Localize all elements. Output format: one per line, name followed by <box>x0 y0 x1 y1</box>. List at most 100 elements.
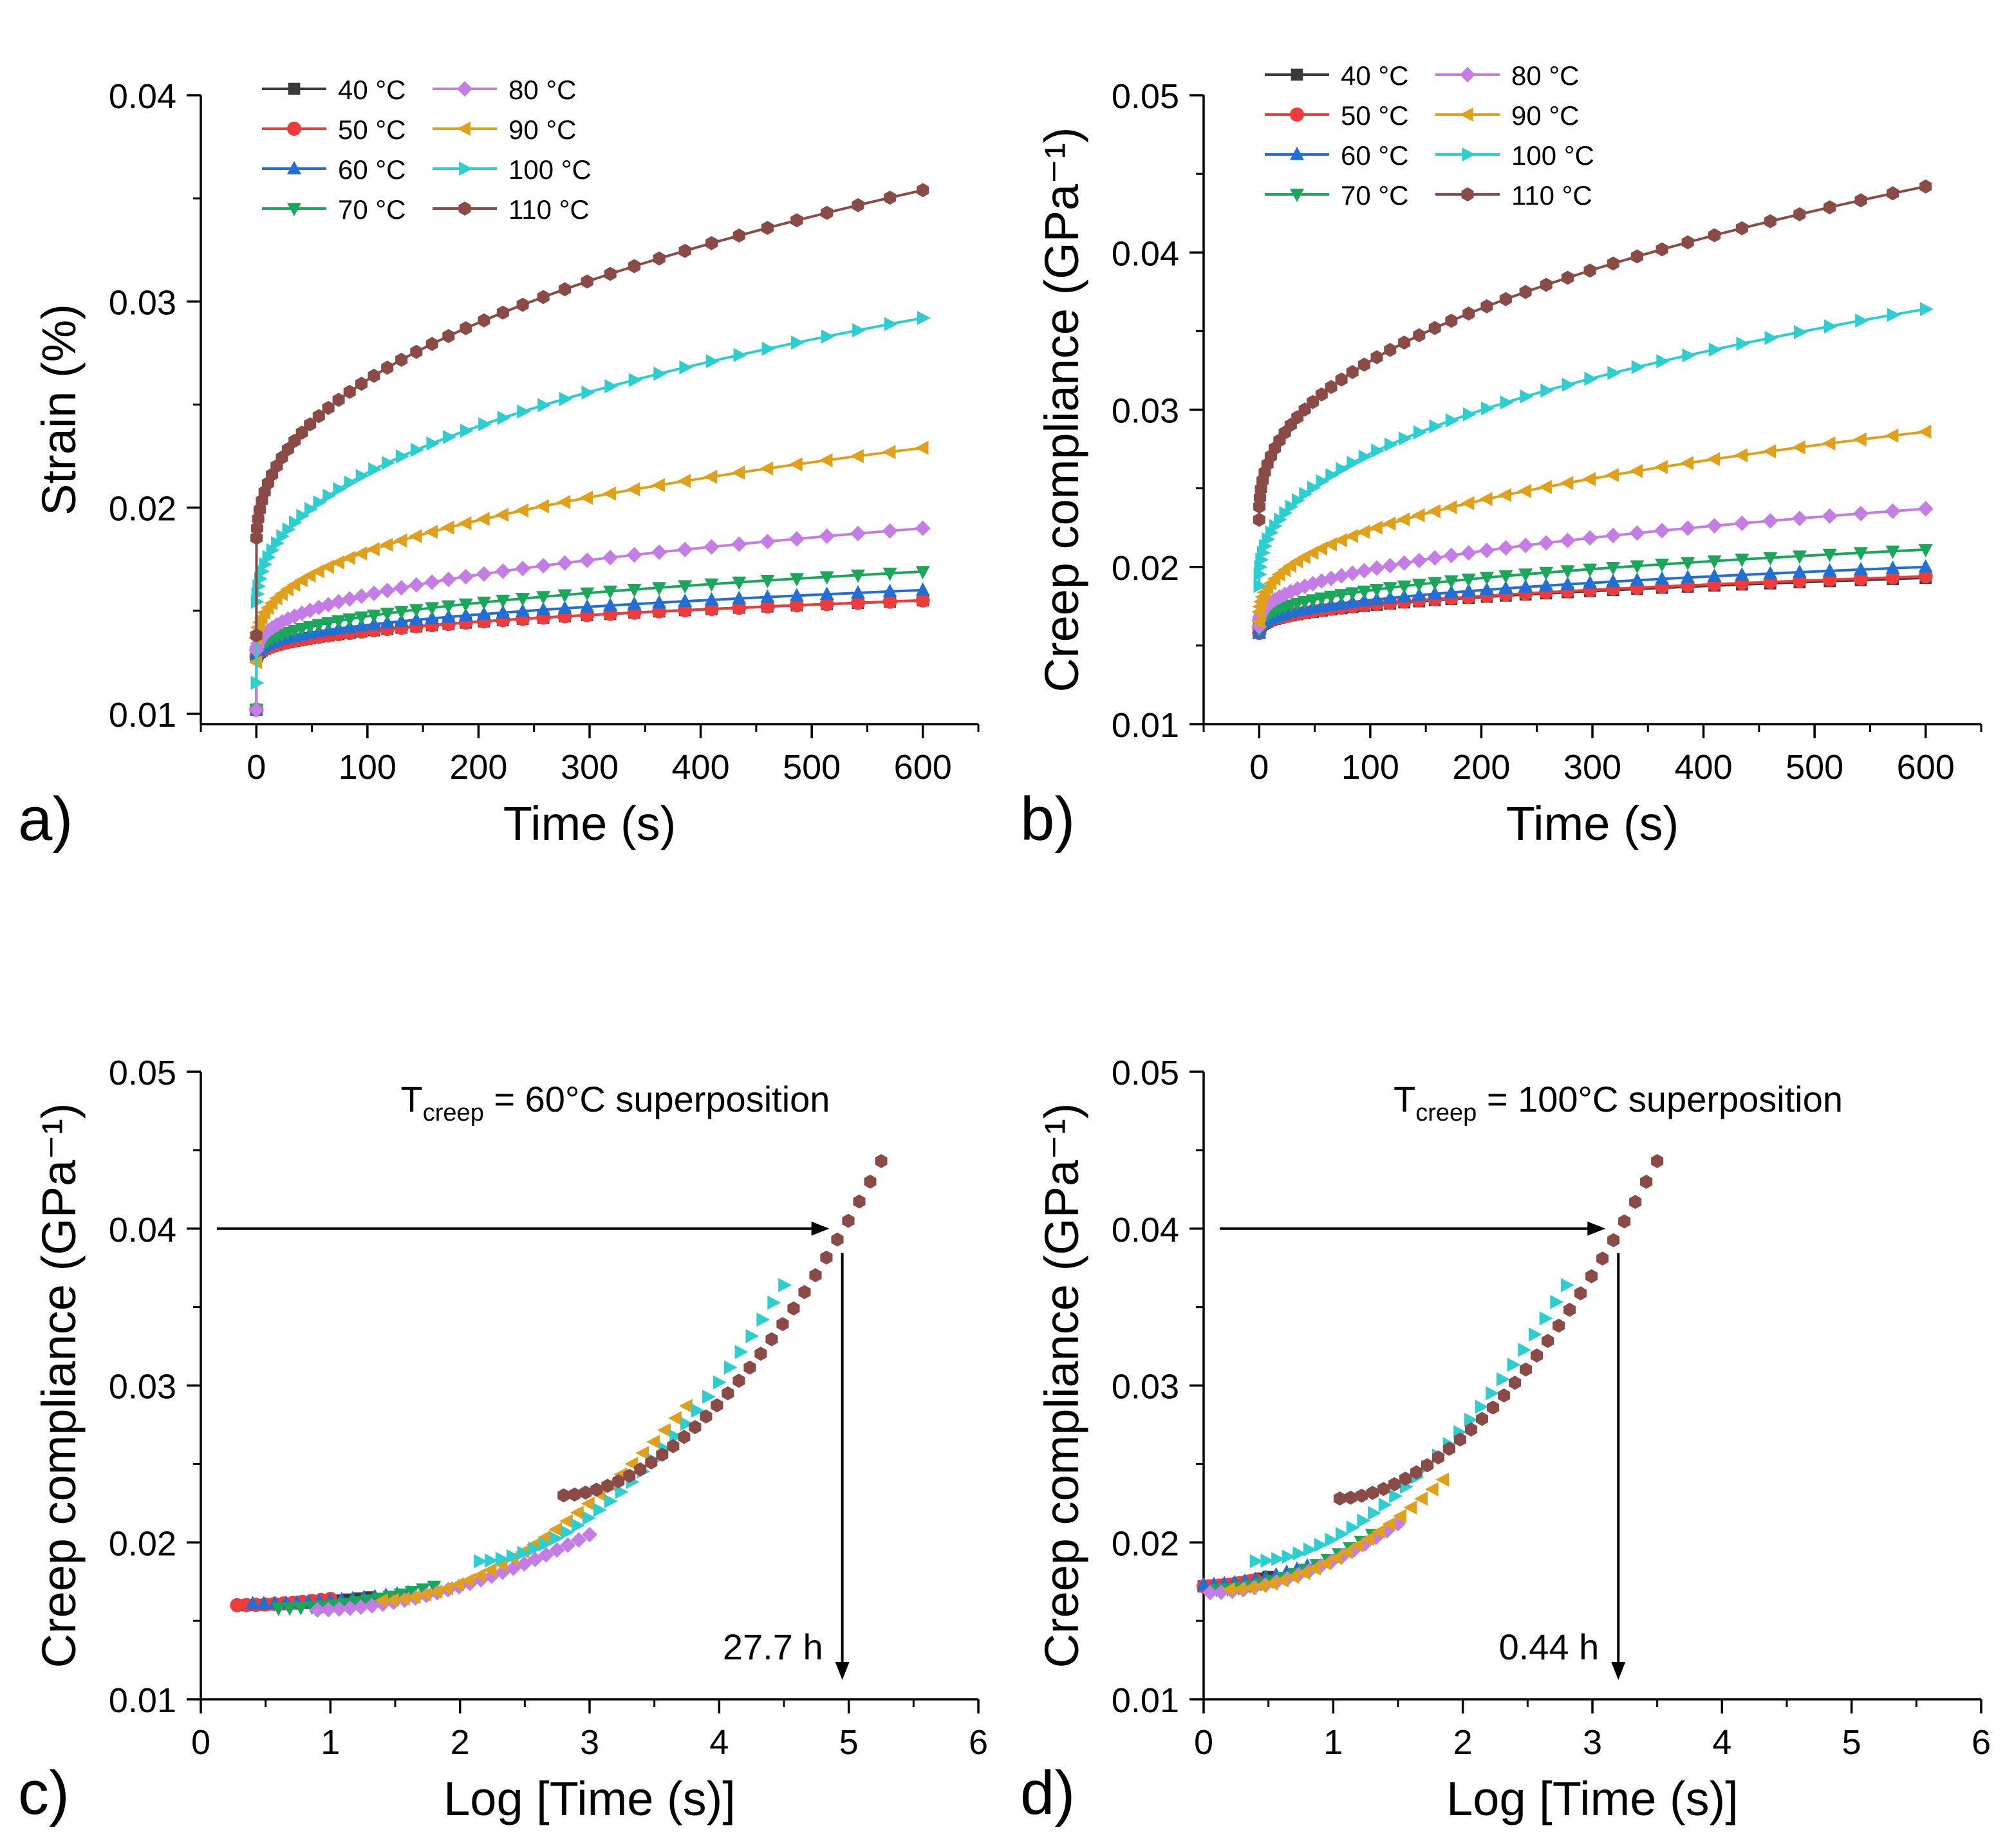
data-point <box>476 512 490 527</box>
data-point <box>1444 575 1459 589</box>
data-point <box>723 1360 738 1375</box>
data-point <box>472 1568 486 1583</box>
y-tick-label: 0.01 <box>109 696 176 734</box>
data-point <box>478 313 490 328</box>
data-point <box>425 602 440 616</box>
data-point <box>581 274 593 289</box>
data-point <box>790 213 803 228</box>
data-point <box>1605 468 1619 482</box>
data-point <box>1333 1491 1346 1506</box>
data-point <box>1518 1343 1532 1358</box>
data-point <box>1357 593 1372 607</box>
x-axis-label: Log [Time (s)] <box>1446 1772 1739 1825</box>
data-point <box>1481 401 1495 416</box>
data-point <box>353 546 368 561</box>
data-point <box>1656 354 1670 369</box>
data-point <box>1919 179 1932 194</box>
legend-marker <box>1462 147 1476 162</box>
data-point <box>374 1593 388 1608</box>
data-point <box>1498 570 1513 584</box>
legend-label: 70 °C <box>338 194 406 225</box>
data-point <box>478 417 492 432</box>
data-point <box>1399 1471 1412 1486</box>
data-point <box>1355 1488 1368 1503</box>
data-point <box>280 611 296 627</box>
data-point <box>451 1577 464 1592</box>
data-point <box>1371 1524 1385 1539</box>
data-point <box>379 583 395 599</box>
data-point <box>256 1596 271 1609</box>
panel-label: c) <box>18 1759 70 1827</box>
data-point <box>355 377 368 391</box>
data-point <box>1232 1582 1246 1596</box>
chart-d: 0.01 0.02 0.03 0.04 0.05 0 1 2 3 4 5 6 Log [Time (s)… <box>1020 1054 1991 1827</box>
data-point <box>1249 1554 1264 1569</box>
series-80 <box>1251 501 1934 635</box>
data-point <box>515 561 531 577</box>
data-point <box>294 605 310 621</box>
data-point <box>1325 468 1339 483</box>
data-point <box>581 1527 598 1543</box>
x-tick-label: 500 <box>1786 748 1843 787</box>
data-point <box>460 424 474 438</box>
x-tick-label: 0 <box>191 1723 210 1762</box>
data-point <box>327 1599 342 1613</box>
data-point <box>788 457 803 472</box>
chart-a: 0.01 0.02 0.03 0.04 0 100 200 300 400 500 600 Time … <box>18 75 980 854</box>
data-point <box>657 1423 671 1437</box>
data-point <box>1681 235 1694 250</box>
data-point <box>915 593 930 608</box>
data-point <box>557 589 572 603</box>
legend-marker <box>1461 187 1474 201</box>
y-axis-label: Creep compliance (GPa⁻¹) <box>32 1103 86 1668</box>
data-point <box>1563 1302 1576 1317</box>
data-point <box>634 1462 647 1477</box>
data-point <box>331 555 344 570</box>
data-point <box>713 1375 727 1390</box>
data-point <box>408 529 422 543</box>
data-point <box>332 393 345 407</box>
data-point <box>1885 428 1899 443</box>
data-point <box>819 453 833 467</box>
data-point <box>537 398 552 413</box>
data-point <box>1305 545 1319 560</box>
data-point <box>875 1153 888 1168</box>
data-point <box>333 481 347 496</box>
data-point <box>1307 395 1320 409</box>
data-point <box>831 1232 844 1247</box>
data-point <box>679 360 693 375</box>
data-point <box>1519 285 1532 299</box>
data-point <box>310 1602 326 1618</box>
data-point <box>322 400 335 415</box>
data-point <box>1607 256 1619 271</box>
data-point <box>1606 574 1621 588</box>
data-point <box>761 221 774 236</box>
data-point <box>1486 1386 1500 1401</box>
data-point <box>1274 512 1287 527</box>
data-point <box>1336 462 1350 476</box>
data-point <box>1630 560 1645 574</box>
data-point <box>353 588 369 604</box>
data-point <box>1887 186 1899 201</box>
data-point <box>1852 432 1867 447</box>
data-point <box>380 608 395 622</box>
data-point <box>1539 566 1554 581</box>
data-point <box>1427 504 1441 519</box>
data-point <box>550 1531 564 1546</box>
series-110 <box>1333 1153 1664 1506</box>
data-point <box>1478 543 1495 559</box>
data-point <box>819 571 834 585</box>
data-point <box>516 593 530 606</box>
data-point <box>418 1587 432 1602</box>
data-point <box>1383 590 1397 604</box>
x-tick-label: 500 <box>783 748 841 787</box>
legend-marker <box>287 203 301 217</box>
data-point <box>1314 1538 1328 1553</box>
data-point <box>1708 228 1721 243</box>
title-main: T <box>1394 1079 1415 1119</box>
data-point <box>353 1599 369 1615</box>
data-point <box>342 591 358 607</box>
data-point <box>678 580 693 594</box>
data-point <box>1412 587 1426 601</box>
data-point <box>1735 567 1749 581</box>
